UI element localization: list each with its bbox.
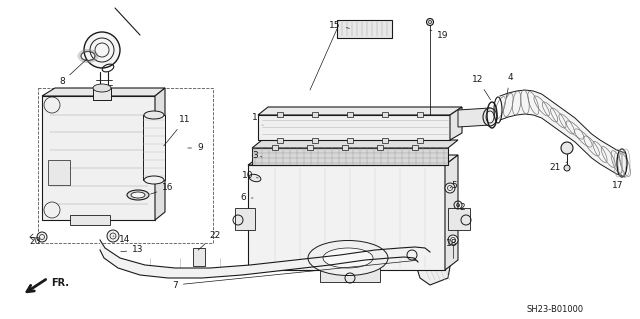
Ellipse shape bbox=[93, 84, 111, 92]
Bar bbox=[382, 112, 388, 117]
Text: 19: 19 bbox=[430, 30, 449, 40]
Circle shape bbox=[448, 235, 458, 245]
Text: 20: 20 bbox=[29, 238, 41, 247]
Polygon shape bbox=[320, 268, 380, 282]
Text: 17: 17 bbox=[612, 175, 624, 189]
Bar bbox=[412, 145, 418, 150]
Text: 2: 2 bbox=[458, 204, 465, 212]
Bar bbox=[277, 112, 283, 117]
Bar bbox=[417, 138, 423, 143]
Ellipse shape bbox=[323, 248, 373, 268]
Circle shape bbox=[107, 230, 119, 242]
Text: 4: 4 bbox=[506, 73, 513, 97]
Bar bbox=[417, 112, 423, 117]
Text: 21: 21 bbox=[549, 162, 567, 173]
Text: 12: 12 bbox=[472, 76, 490, 100]
Polygon shape bbox=[258, 115, 450, 140]
Text: 16: 16 bbox=[150, 183, 173, 194]
Text: 15: 15 bbox=[329, 20, 349, 29]
Circle shape bbox=[44, 97, 60, 113]
Bar bbox=[143, 115, 165, 180]
Bar bbox=[93, 88, 111, 100]
Ellipse shape bbox=[308, 241, 388, 276]
Circle shape bbox=[44, 202, 60, 218]
Polygon shape bbox=[252, 140, 458, 148]
Bar bbox=[272, 145, 278, 150]
Circle shape bbox=[445, 183, 455, 193]
Bar bbox=[277, 138, 283, 143]
Bar bbox=[342, 145, 348, 150]
Bar bbox=[307, 145, 313, 150]
Text: 8: 8 bbox=[59, 60, 86, 86]
Circle shape bbox=[37, 232, 47, 242]
Text: 9: 9 bbox=[188, 144, 203, 152]
Circle shape bbox=[84, 32, 120, 68]
Text: 1: 1 bbox=[252, 114, 263, 125]
Polygon shape bbox=[448, 208, 470, 230]
Text: FR.: FR. bbox=[51, 278, 69, 288]
Text: 3: 3 bbox=[252, 151, 262, 160]
Bar bbox=[382, 138, 388, 143]
Circle shape bbox=[426, 19, 433, 26]
Text: 7: 7 bbox=[172, 260, 417, 290]
Polygon shape bbox=[42, 88, 165, 96]
Bar bbox=[377, 145, 383, 150]
Polygon shape bbox=[445, 155, 458, 270]
Text: 22: 22 bbox=[198, 231, 221, 250]
Polygon shape bbox=[100, 240, 430, 278]
Bar bbox=[38, 88, 213, 243]
Text: 14: 14 bbox=[113, 235, 131, 244]
Text: SH23-B01000: SH23-B01000 bbox=[527, 306, 584, 315]
Polygon shape bbox=[415, 248, 452, 285]
Bar bbox=[48, 160, 70, 185]
Ellipse shape bbox=[127, 190, 149, 200]
Polygon shape bbox=[42, 96, 155, 220]
Ellipse shape bbox=[131, 192, 145, 198]
Polygon shape bbox=[248, 165, 445, 270]
Text: 6: 6 bbox=[240, 194, 253, 203]
Polygon shape bbox=[235, 208, 255, 230]
Polygon shape bbox=[155, 88, 165, 220]
Polygon shape bbox=[258, 107, 462, 115]
Polygon shape bbox=[450, 107, 462, 140]
Polygon shape bbox=[500, 90, 625, 177]
Bar bbox=[312, 112, 318, 117]
Polygon shape bbox=[70, 215, 110, 225]
Bar bbox=[193, 248, 205, 266]
Text: 5: 5 bbox=[450, 181, 457, 189]
Bar bbox=[337, 20, 392, 38]
Polygon shape bbox=[252, 148, 448, 165]
Ellipse shape bbox=[249, 174, 261, 182]
Bar bbox=[312, 138, 318, 143]
Text: 13: 13 bbox=[121, 246, 144, 255]
Bar bbox=[347, 112, 353, 117]
Polygon shape bbox=[248, 155, 458, 165]
Circle shape bbox=[564, 165, 570, 171]
Ellipse shape bbox=[486, 111, 494, 123]
Text: 18: 18 bbox=[446, 240, 458, 249]
Ellipse shape bbox=[483, 108, 497, 126]
Bar bbox=[347, 138, 353, 143]
Text: 11: 11 bbox=[164, 115, 191, 146]
Ellipse shape bbox=[144, 111, 164, 119]
Text: 10: 10 bbox=[243, 170, 258, 180]
Polygon shape bbox=[458, 108, 490, 127]
Circle shape bbox=[561, 142, 573, 154]
Ellipse shape bbox=[144, 176, 164, 184]
